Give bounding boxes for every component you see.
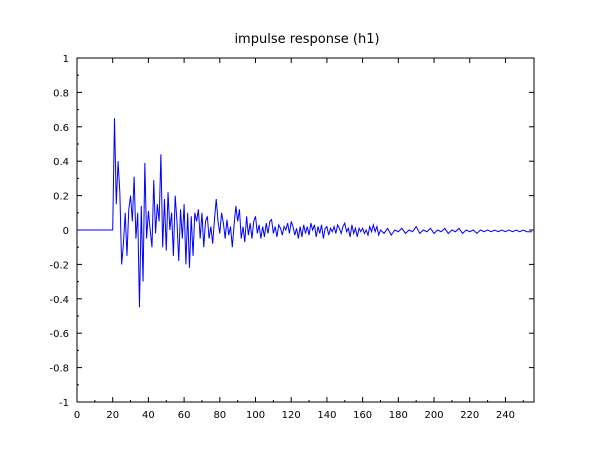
chart-title: impulse response (h1) <box>234 32 379 47</box>
series-layer <box>77 118 533 308</box>
x-tick-label: 40 <box>142 410 155 421</box>
y-tick-label: -0.6 <box>49 329 69 340</box>
x-tick-label: 120 <box>282 410 301 421</box>
y-tick-label: 1 <box>63 54 69 65</box>
y-tick-label: 0.6 <box>53 123 69 134</box>
y-tick-label: -0.8 <box>49 364 69 375</box>
x-tick-label: 240 <box>496 410 515 421</box>
y-tick-label: 0.8 <box>53 88 69 99</box>
x-tick-label: 0 <box>74 410 80 421</box>
x-axis: 0 20 40 60 80 100 120 140 160 180 200 220 240 <box>74 58 524 421</box>
y-tick-label: -0.4 <box>49 295 69 306</box>
y-tick-label: -1 <box>59 398 69 409</box>
x-tick-label: 160 <box>353 410 372 421</box>
y-tick-label: 0 <box>63 226 69 237</box>
y-tick-label: 0.2 <box>53 192 69 203</box>
x-tick-label: 20 <box>106 410 119 421</box>
x-tick-label: 180 <box>389 410 408 421</box>
y-tick-label: 0.4 <box>53 157 69 168</box>
series-line-0 <box>77 118 533 308</box>
x-tick-label: 60 <box>178 410 191 421</box>
y-tick-label: -0.2 <box>49 260 69 271</box>
x-tick-label: 200 <box>424 410 443 421</box>
x-tick-label: 80 <box>213 410 226 421</box>
x-tick-label: 100 <box>246 410 265 421</box>
x-tick-label: 140 <box>317 410 336 421</box>
x-tick-label: 220 <box>460 410 479 421</box>
y-axis: -1 -0.8 -0.6 -0.4 -0.2 0 0.2 0.4 0.6 0.8 1 <box>49 54 534 409</box>
